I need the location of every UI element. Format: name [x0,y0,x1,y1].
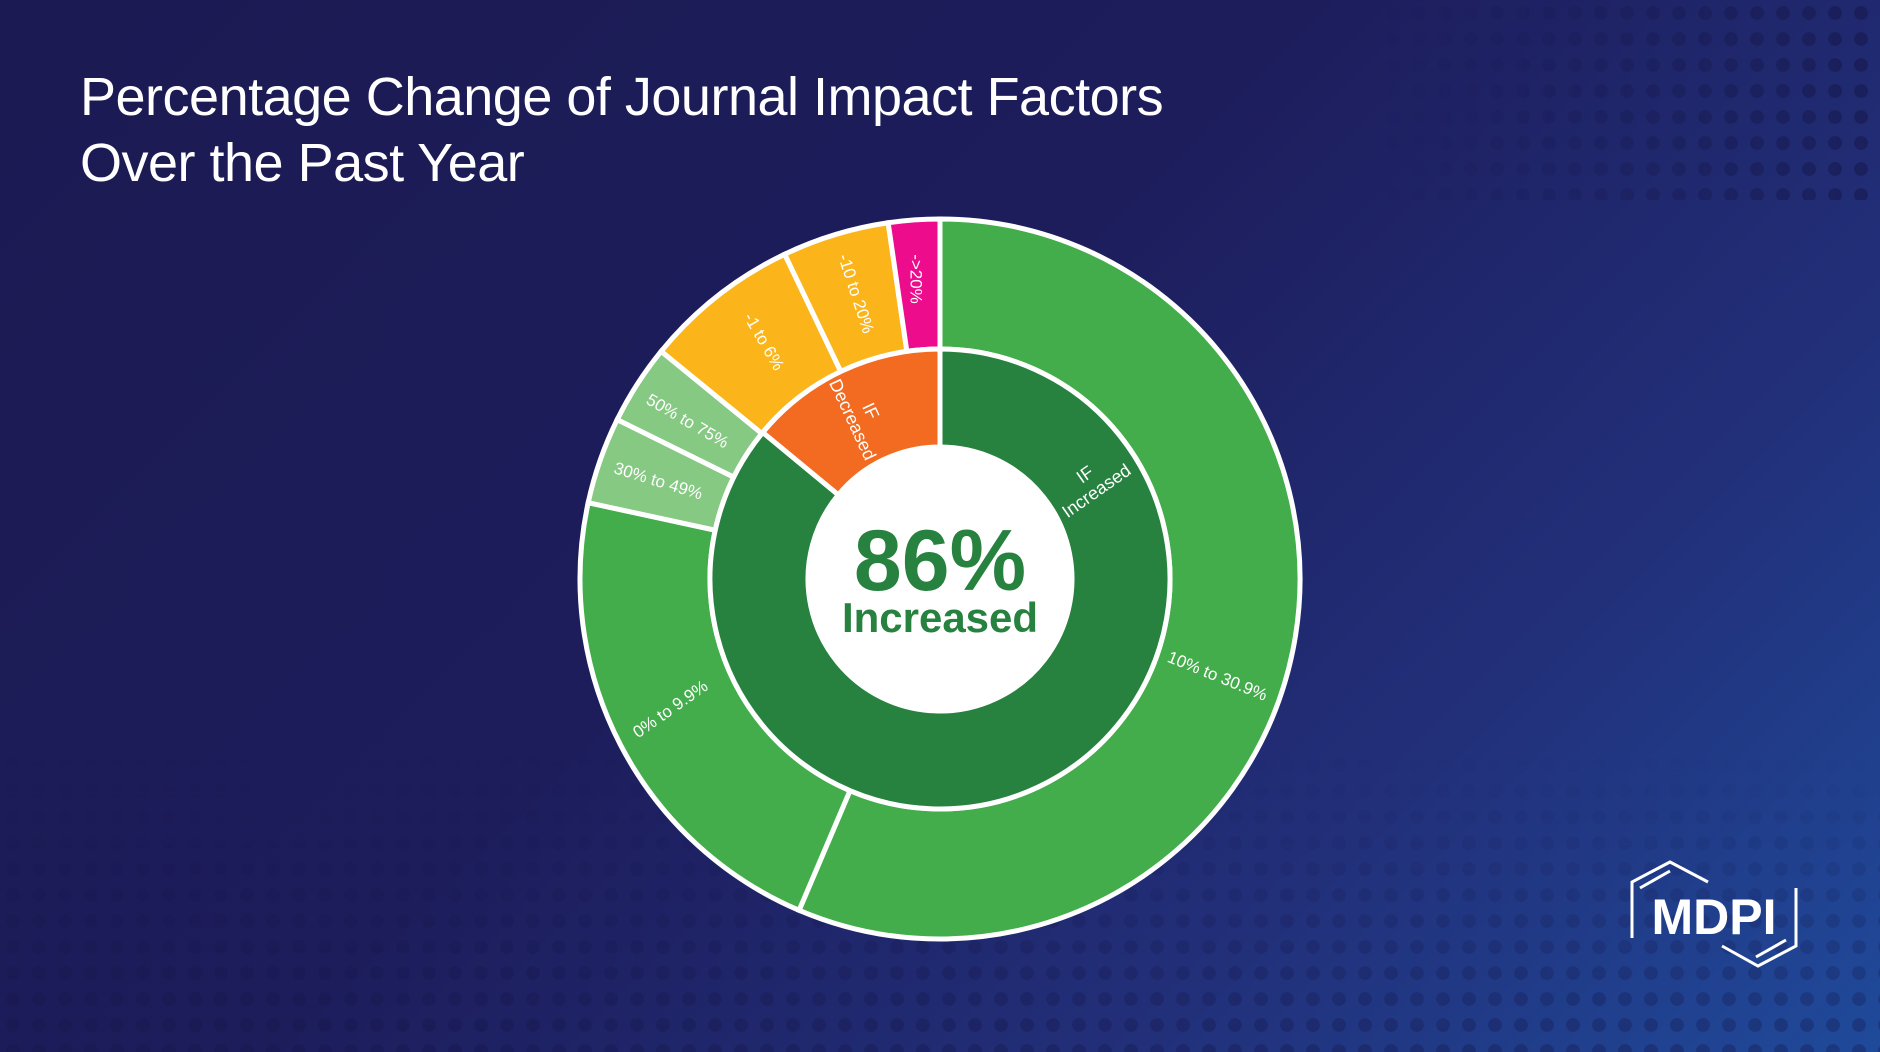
svg-text:MDPI: MDPI [1652,889,1777,945]
title-line-1: Percentage Change of Journal Impact Fact… [80,67,1164,127]
inner-label-line: IF [858,400,883,423]
center-label: Increased [842,594,1038,641]
center-hole [808,447,1072,711]
title-line-2: Over the Past Year [80,133,525,193]
center-value: 86% [854,513,1026,609]
mdpi-logo: MDPI [1628,858,1800,975]
inner-ring-segment-1 [759,346,943,499]
page-title: Percentage Change of Journal Impact Fact… [80,64,1164,196]
outer-label-6: ->20% [907,254,926,304]
decorative-dots-top [1380,0,1880,200]
